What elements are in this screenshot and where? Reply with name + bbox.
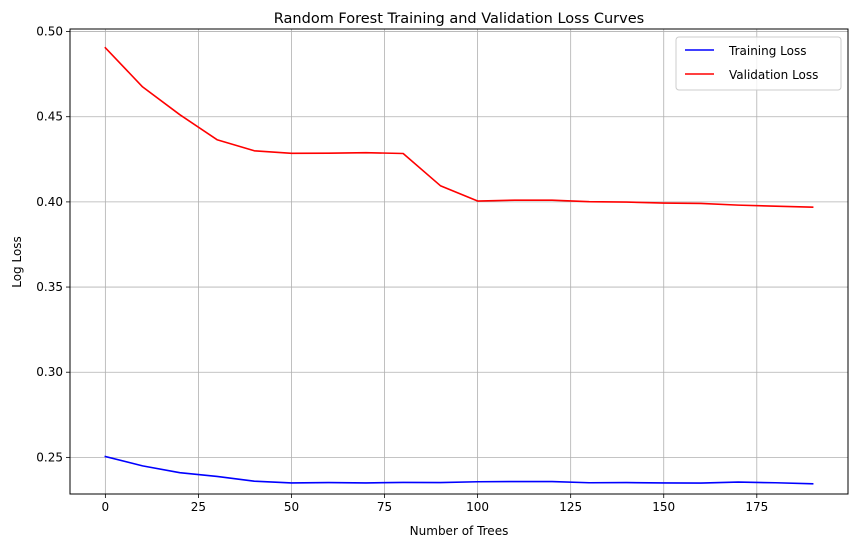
x-tick-label: 0 [102, 500, 110, 514]
legend: Training Loss Validation Loss [675, 36, 842, 91]
x-tick-label: 125 [559, 500, 582, 514]
y-tick-label: 0.35 [36, 280, 63, 294]
y-axis-label: Log Loss [10, 236, 24, 288]
legend-box [675, 36, 842, 91]
y-tick-label: 0.45 [36, 110, 63, 124]
training-loss-line [104, 455, 814, 485]
validation-loss-line [104, 46, 814, 208]
x-axis-ticks: 0 25 50 75 100 125 150 175 [102, 494, 768, 514]
x-tick-label: 175 [745, 500, 768, 514]
y-tick-label: 0.25 [36, 450, 63, 464]
plot-frame [69, 28, 849, 495]
x-tick-label: 150 [652, 500, 675, 514]
legend-label-training: Training Loss [728, 44, 806, 58]
legend-label-validation: Validation Loss [729, 68, 818, 82]
x-axis-label: Number of Trees [410, 524, 509, 538]
y-tick-label: 0.40 [36, 195, 63, 209]
y-axis-ticks: 0.25 0.30 0.35 0.40 0.45 0.50 [36, 25, 70, 464]
x-tick-label: 50 [284, 500, 299, 514]
x-tick-label: 25 [191, 500, 206, 514]
grid-lines [70, 29, 848, 494]
x-tick-label: 75 [377, 500, 392, 514]
x-tick-label: 100 [466, 500, 489, 514]
y-tick-label: 0.50 [36, 25, 63, 39]
chart-title: Random Forest Training and Validation Lo… [274, 11, 644, 27]
y-tick-label: 0.30 [36, 365, 63, 379]
series-lines [104, 46, 814, 485]
